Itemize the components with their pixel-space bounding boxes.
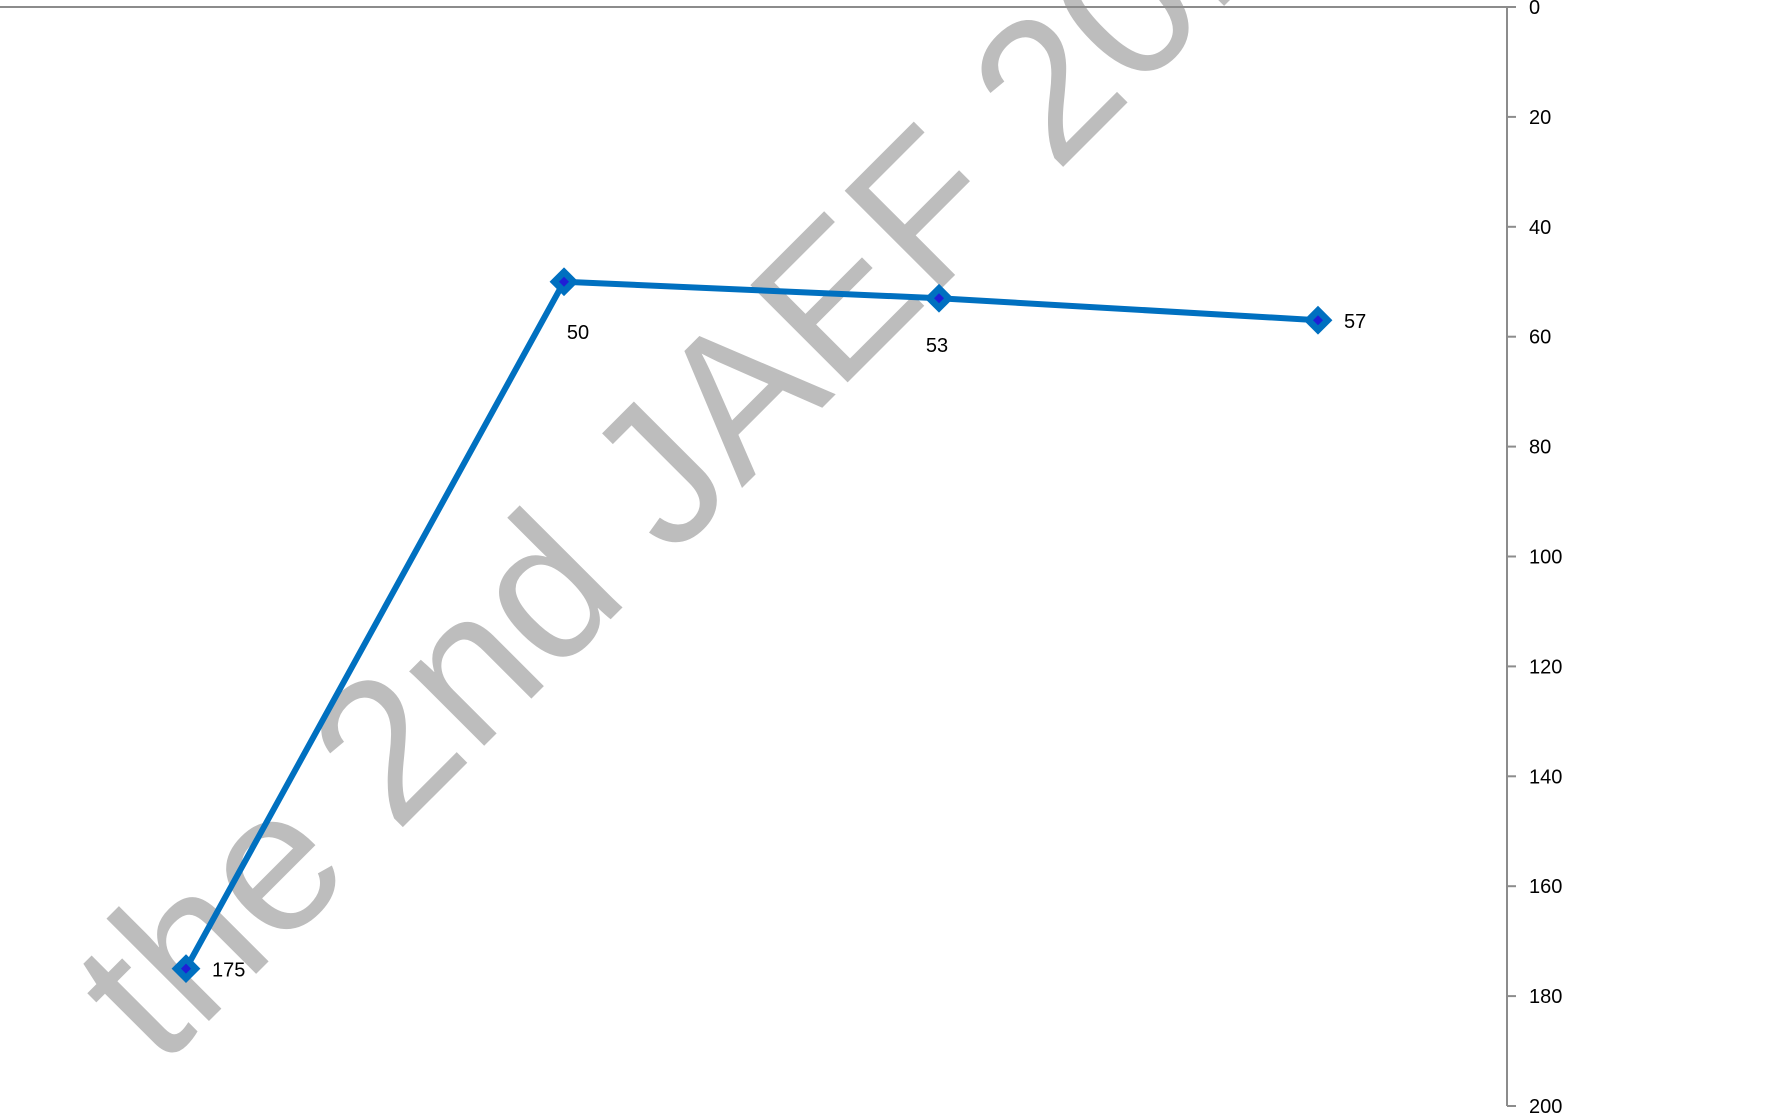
data-label: 50 [567, 322, 589, 344]
series-group [171, 267, 1333, 984]
y-tick-label: 140 [1529, 766, 1562, 788]
y-tick-label: 160 [1529, 876, 1562, 898]
data-point-marker-center [934, 293, 944, 304]
data-label: 57 [1344, 311, 1366, 333]
y-axis-ticks: 0 20 40 60 80 100 120 140 160 180 200 [1507, 0, 1562, 1114]
y-tick-label: 20 [1529, 107, 1551, 129]
data-point-marker-center [1313, 315, 1323, 326]
data-label: 53 [926, 335, 948, 357]
y-tick-label: 60 [1529, 327, 1551, 349]
y-tick-label: 0 [1529, 0, 1540, 19]
y-tick-label: 120 [1529, 656, 1562, 678]
y-tick-label: 80 [1529, 437, 1551, 459]
series-line [183, 278, 1321, 972]
watermark: the 2nd JAEF 2011 [33, 0, 1391, 1101]
data-label: 175 [212, 960, 245, 982]
y-tick-label: 180 [1529, 986, 1562, 1008]
watermark-text: the 2nd JAEF 2011 [33, 0, 1391, 1101]
data-labels: 175 50 53 57 [212, 311, 1366, 981]
data-point-marker-center [181, 963, 191, 974]
y-tick-label: 100 [1529, 547, 1562, 569]
y-tick-label: 40 [1529, 217, 1551, 239]
y-tick-label: 200 [1529, 1096, 1562, 1114]
data-point-marker-center [559, 276, 569, 287]
